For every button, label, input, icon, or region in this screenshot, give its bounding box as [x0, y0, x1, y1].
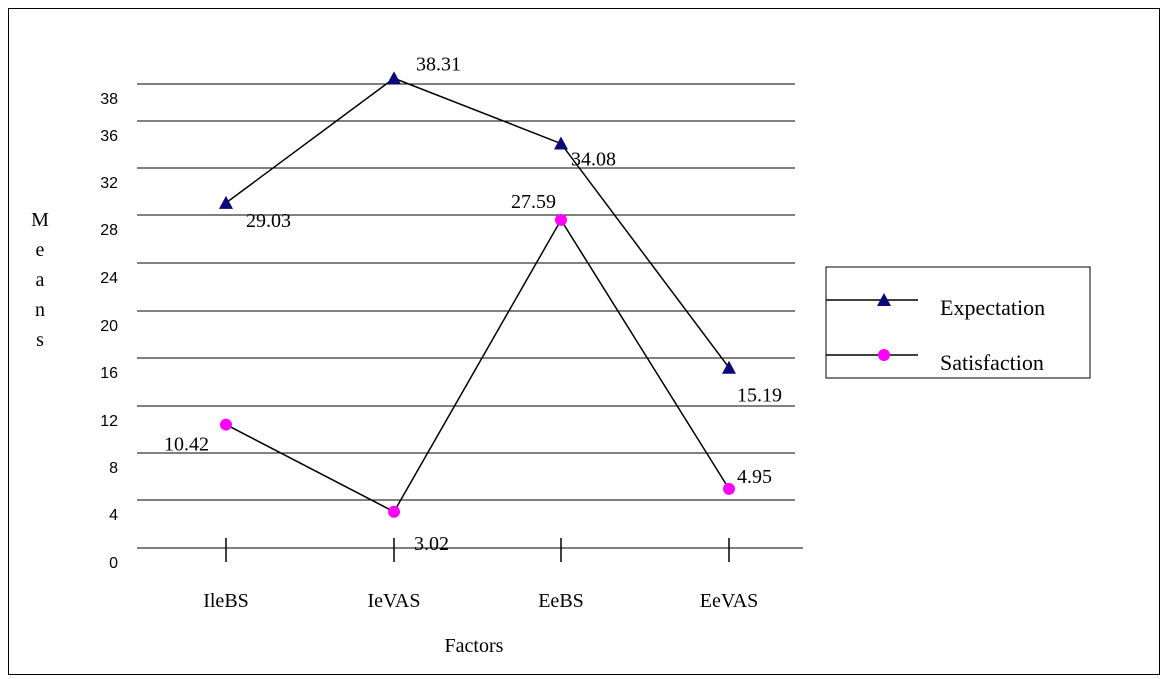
legend-marker — [877, 293, 891, 306]
data-point-expectation — [554, 136, 568, 150]
data-label: 4.95 — [737, 466, 772, 488]
y-tick-label: 28 — [100, 222, 118, 239]
data-label: 10.42 — [164, 434, 209, 456]
data-label: 29.03 — [246, 210, 291, 232]
legend-marker — [878, 349, 890, 361]
data-labels: 29.03 38.31 34.08 15.19 10.42 3.02 27.59 4.95 — [164, 53, 782, 554]
x-tick-label: IleBS — [203, 590, 249, 612]
data-label: 27.59 — [511, 191, 556, 213]
y-tick-label: 32 — [100, 175, 118, 192]
x-tick-labels: IleBS IeVAS EeBS EeVAS — [203, 538, 758, 612]
data-point-satisfaction — [220, 418, 232, 431]
y-tick-labels: 0 4 8 12 16 20 24 28 32 36 38 — [100, 91, 118, 572]
y-tick-label: 16 — [100, 365, 118, 382]
y-tick-label: 20 — [100, 318, 118, 335]
y-tick-label: 8 — [109, 460, 118, 477]
data-point-satisfaction — [555, 213, 567, 226]
x-axis-label: Factors — [445, 635, 504, 657]
data-point-expectation — [219, 195, 233, 209]
legend-label: Satisfaction — [940, 350, 1044, 375]
gridlines — [137, 83, 795, 501]
data-point-expectation — [387, 71, 401, 85]
series-line-expectation — [225, 77, 730, 369]
y-tick-label: 38 — [100, 91, 118, 108]
data-label: 38.31 — [416, 53, 461, 75]
x-tick-label: EeVAS — [700, 590, 759, 612]
series-line-satisfaction — [225, 218, 730, 513]
data-label: 15.19 — [737, 385, 782, 407]
y-tick-label: 4 — [109, 507, 118, 524]
data-point-satisfaction — [388, 505, 400, 518]
data-label: 34.08 — [571, 149, 616, 171]
x-tick-label: IeVAS — [368, 590, 421, 612]
data-label: 3.02 — [414, 533, 449, 555]
y-tick-label: 12 — [100, 413, 118, 430]
data-point-satisfaction — [723, 482, 735, 495]
chart-frame — [8, 8, 1160, 675]
y-tick-label: 0 — [109, 555, 118, 572]
legend-box — [825, 266, 1091, 379]
series-markers — [219, 71, 736, 518]
series-lines — [225, 77, 730, 513]
y-tick-label: 24 — [100, 270, 118, 287]
x-tick-label: EeBS — [538, 590, 584, 612]
data-point-expectation — [722, 360, 736, 374]
y-tick-label: 36 — [100, 128, 118, 145]
legend-label: Expectation — [940, 295, 1045, 320]
legend: Expectation Satisfaction — [825, 266, 1091, 379]
